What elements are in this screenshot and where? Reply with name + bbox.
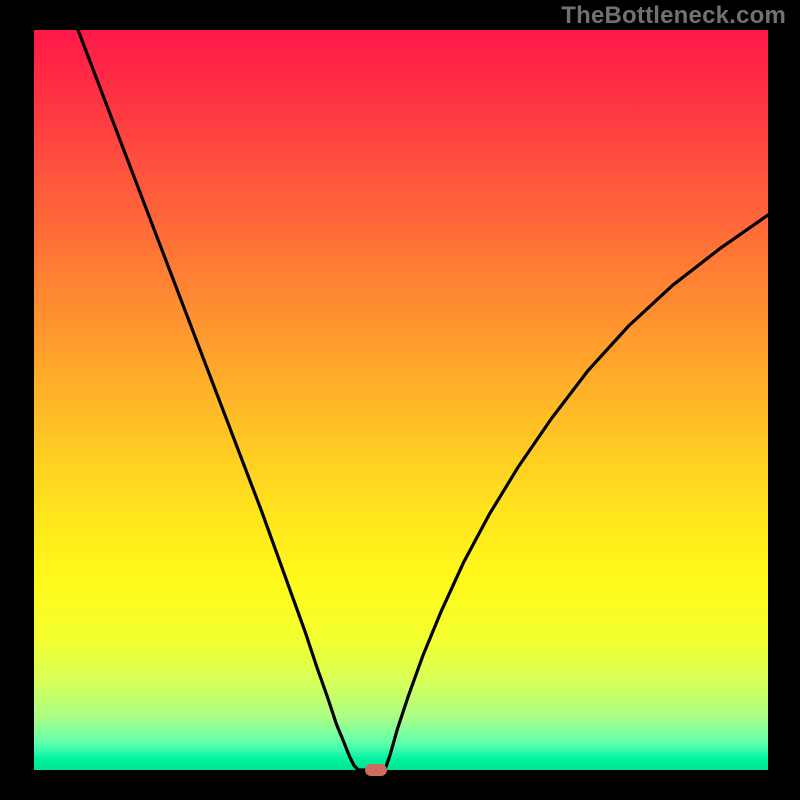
chart-frame: TheBottleneck.com	[0, 0, 800, 800]
optimum-marker	[365, 764, 387, 777]
bottleneck-curve	[0, 0, 800, 800]
bottleneck-curve-path	[78, 30, 768, 770]
watermark-text: TheBottleneck.com	[561, 2, 786, 30]
